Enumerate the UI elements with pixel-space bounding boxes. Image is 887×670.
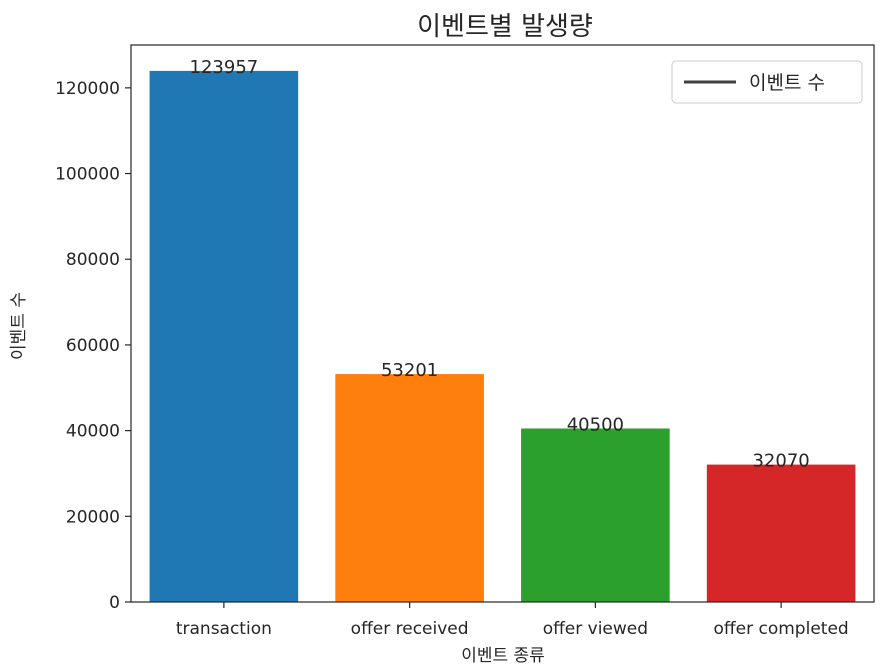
x-axis-label: 이벤트 종류: [461, 646, 545, 666]
y-axis-ticks: 0 20000 40000 60000 80000 100000 120000: [55, 79, 131, 613]
x-tick-label: offer viewed: [543, 619, 648, 639]
bar-transaction: [149, 70, 299, 603]
plot-frame: [130, 44, 875, 603]
y-tick-label: 120000: [55, 79, 120, 99]
legend-label: 이벤트 수: [749, 72, 825, 94]
y-tick-label: 40000: [66, 422, 120, 442]
x-tick-label: transaction: [176, 619, 272, 639]
data-labels-group: 123957 53201 40500 32070: [190, 57, 810, 472]
y-tick-label: 80000: [66, 250, 120, 270]
y-tick-label: 0: [109, 593, 120, 613]
data-label: 40500: [567, 414, 624, 435]
data-label: 32070: [752, 451, 809, 472]
bars-group: [149, 70, 856, 603]
bar-offer-received: [335, 374, 484, 602]
x-tick-label: offer completed: [714, 619, 849, 639]
x-axis-ticks: transaction offer received offer viewed off…: [176, 602, 849, 639]
y-tick-label: 100000: [55, 165, 120, 185]
bar-offer-completed: [706, 464, 856, 602]
legend: 이벤트 수: [671, 60, 863, 104]
bar-offer-viewed: [521, 428, 670, 602]
data-label: 53201: [381, 360, 438, 381]
data-label: 123957: [190, 57, 259, 78]
y-tick-label: 60000: [66, 336, 120, 356]
y-axis-label: 이벤트 수: [9, 292, 29, 360]
x-tick-label: offer received: [351, 619, 469, 639]
chart-title: 이벤트별 발생량: [417, 12, 593, 42]
y-tick-label: 20000: [66, 507, 120, 527]
legend-box: [671, 60, 863, 104]
